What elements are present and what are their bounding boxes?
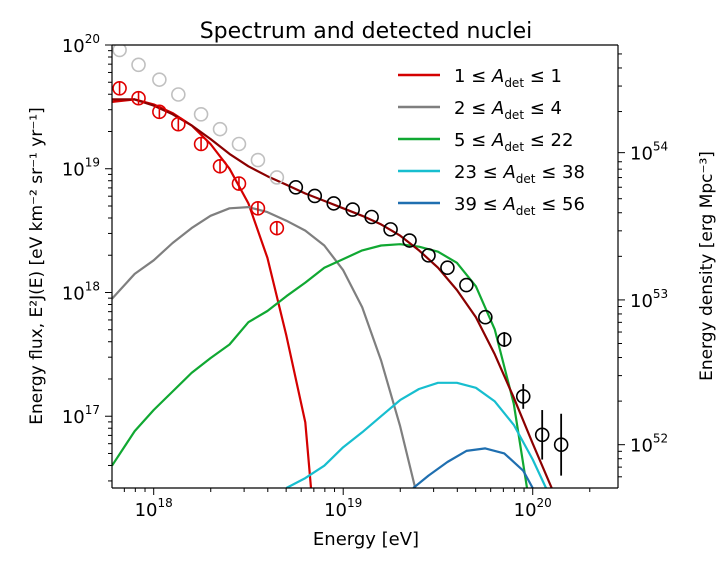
gray-point-5 — [212, 121, 228, 137]
x-tick-label-1: 1019 — [324, 496, 362, 521]
gray-point-0 — [112, 45, 127, 58]
plot-markers — [112, 45, 569, 476]
gray-point-3 — [171, 87, 186, 102]
series-line-0 — [112, 98, 313, 488]
series-line-2 — [112, 243, 529, 488]
y-tick-label-0: 1017 — [62, 403, 100, 428]
black-point-5 — [383, 222, 398, 237]
black-point-8 — [440, 260, 455, 276]
black-point-13 — [534, 427, 550, 443]
gray-point-7 — [250, 152, 266, 168]
series-line-5 — [112, 98, 553, 488]
black-point-9 — [459, 277, 474, 293]
gray-point-8 — [269, 170, 285, 185]
legend: 1 ≤ Adet ≤ 1 2 ≤ Adet ≤ 4 5 ≤ Adet ≤ 22 23 … — [398, 66, 585, 218]
y-tick-label-2: 1019 — [62, 156, 100, 181]
gray-point-1 — [131, 57, 146, 73]
series-line-4 — [412, 447, 534, 488]
black-point-14 — [553, 437, 569, 452]
legend-label-4: 39 ≤ Adet ≤ 56 — [454, 194, 585, 218]
gray-point-4 — [193, 106, 209, 122]
black-point-12 — [515, 389, 531, 404]
black-point-7 — [421, 248, 436, 263]
plot-lines — [112, 98, 553, 488]
y-tick-label-1: 1018 — [62, 279, 100, 304]
series-line-3 — [285, 381, 547, 488]
series-line-1 — [112, 206, 417, 488]
y2-tick-label-2: 1054 — [630, 140, 668, 165]
black-point-0 — [288, 180, 304, 195]
x-tick-label-2: 1020 — [514, 496, 552, 521]
x-tick-label-0: 1018 — [135, 496, 173, 521]
x-axis-label: Energy [eV] — [313, 529, 419, 550]
legend-label-3: 23 ≤ Adet ≤ 38 — [454, 162, 585, 186]
axis-ticks: 1018 1019 1020 1017 1018 1019 1020 1052 1053 1054 — [62, 32, 668, 521]
gray-point-6 — [231, 136, 247, 152]
black-point-3 — [345, 202, 360, 217]
legend-label-0: 1 ≤ Adet ≤ 1 — [454, 66, 562, 90]
legend-label-1: 2 ≤ Adet ≤ 4 — [454, 98, 562, 122]
y2-tick-label-0: 1052 — [630, 432, 668, 457]
legend-label-2: 5 ≤ Adet ≤ 22 — [454, 130, 573, 154]
y-tick-label-3: 1020 — [62, 32, 100, 57]
gray-point-2 — [152, 72, 167, 87]
chart-title: Spectrum and detected nuclei — [200, 19, 533, 44]
y-axis-label: Energy flux, E²J(E) [eV km⁻² sr⁻¹ yr⁻¹] — [27, 107, 47, 424]
black-point-11 — [496, 332, 512, 347]
black-point-4 — [364, 209, 379, 225]
black-point-2 — [326, 196, 342, 211]
y2-axis-label: Energy density [erg Mpc⁻³] — [697, 151, 717, 381]
black-point-1 — [307, 188, 323, 204]
black-point-10 — [478, 309, 493, 325]
black-point-6 — [402, 233, 417, 248]
y2-tick-label-1: 1053 — [630, 287, 668, 312]
